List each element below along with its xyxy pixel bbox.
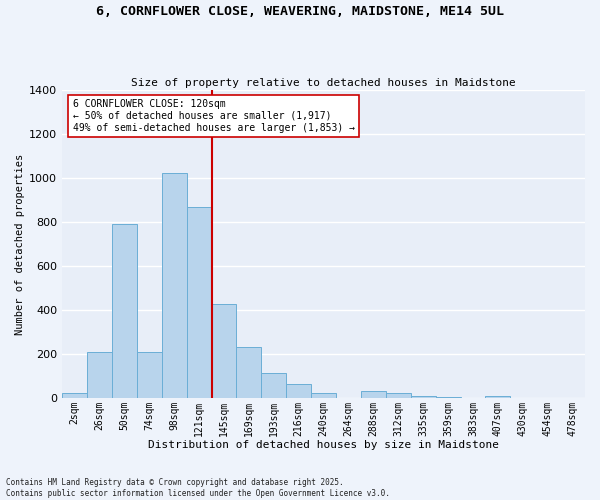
Y-axis label: Number of detached properties: Number of detached properties — [15, 154, 25, 334]
Bar — [262, 372, 286, 398]
Bar — [187, 206, 212, 398]
Bar — [436, 396, 461, 398]
Bar — [485, 396, 511, 398]
Bar — [162, 172, 187, 398]
Bar — [137, 352, 162, 398]
Bar — [311, 394, 336, 398]
Text: 6 CORNFLOWER CLOSE: 120sqm
← 50% of detached houses are smaller (1,917)
49% of s: 6 CORNFLOWER CLOSE: 120sqm ← 50% of deta… — [73, 100, 355, 132]
Bar — [112, 224, 137, 398]
Text: 6, CORNFLOWER CLOSE, WEAVERING, MAIDSTONE, ME14 5UL: 6, CORNFLOWER CLOSE, WEAVERING, MAIDSTON… — [96, 5, 504, 18]
Bar — [386, 394, 411, 398]
Bar — [212, 304, 236, 398]
Text: Contains HM Land Registry data © Crown copyright and database right 2025.
Contai: Contains HM Land Registry data © Crown c… — [6, 478, 390, 498]
Bar — [236, 348, 262, 398]
Title: Size of property relative to detached houses in Maidstone: Size of property relative to detached ho… — [131, 78, 516, 88]
Bar — [87, 352, 112, 398]
Bar — [62, 394, 87, 398]
X-axis label: Distribution of detached houses by size in Maidstone: Distribution of detached houses by size … — [148, 440, 499, 450]
Bar — [286, 384, 311, 398]
Bar — [361, 391, 386, 398]
Bar — [411, 396, 436, 398]
